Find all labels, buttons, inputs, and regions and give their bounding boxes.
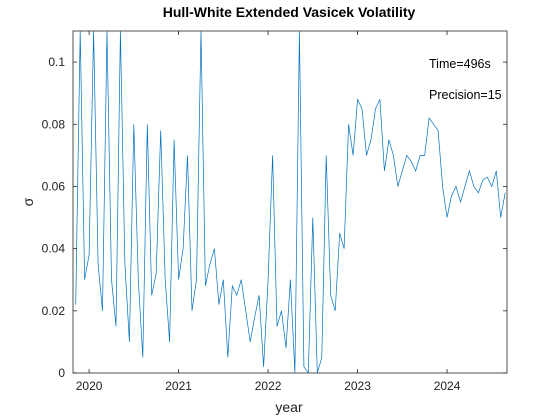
chart-title: Hull-White Extended Vasicek Volatility: [163, 4, 416, 20]
annotation-time: Time=496s: [429, 57, 491, 71]
x-tick-label: 2023: [344, 379, 371, 393]
annotation-precision: Precision=15: [429, 88, 502, 102]
y-tick-label: 0.04: [42, 242, 66, 256]
x-tick-label: 2020: [76, 379, 103, 393]
x-tick-label: 2022: [255, 379, 282, 393]
plot-area: [72, 30, 508, 374]
x-tick-label: 2024: [434, 379, 461, 393]
x-axis-label: year: [275, 399, 303, 415]
series-line-0: [75, 31, 506, 373]
y-axis-label: σ: [20, 197, 36, 206]
ticks-layer: 2020 2021 2022 2023 2024 0 0.02 0.04 0.06 0.08 0.1: [42, 31, 507, 393]
y-tick-label: 0.02: [42, 304, 66, 318]
series-layer: [75, 31, 506, 373]
y-tick-label: 0.08: [42, 117, 66, 131]
y-tick-label: 0: [58, 366, 65, 380]
y-tick-label: 0.1: [48, 55, 65, 69]
y-tick-label: 0.06: [42, 179, 66, 193]
x-tick-label: 2021: [165, 379, 192, 393]
